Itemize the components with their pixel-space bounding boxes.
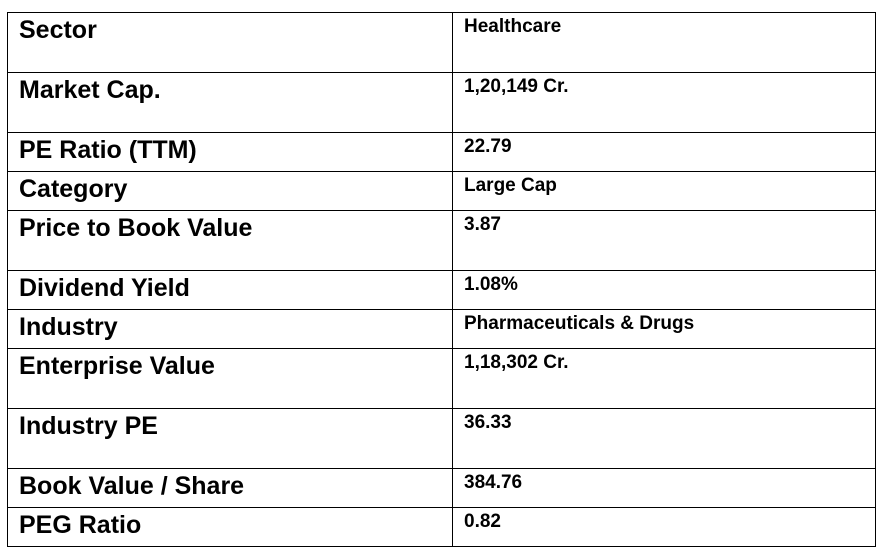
metric-value-price-to-book: 3.87	[452, 210, 876, 271]
metric-value-industry-pe: 36.33	[452, 408, 876, 469]
metric-label-category: Category	[7, 171, 453, 211]
table-row: Dividend Yield 1.08%	[7, 270, 876, 310]
table-row: Industry Pharmaceuticals & Drugs	[7, 309, 876, 349]
metric-value-dividend-yield: 1.08%	[452, 270, 876, 310]
table-row: Enterprise Value 1,18,302 Cr.	[7, 348, 876, 409]
metric-value-market-cap: 1,20,149 Cr.	[452, 72, 876, 133]
table-row: Category Large Cap	[7, 171, 876, 211]
metric-value-sector: Healthcare	[452, 12, 876, 73]
table-row: Industry PE 36.33	[7, 408, 876, 469]
table-row: Price to Book Value 3.87	[7, 210, 876, 271]
metric-label-sector: Sector	[7, 12, 453, 73]
metric-value-enterprise-value: 1,18,302 Cr.	[452, 348, 876, 409]
table-row: PEG Ratio 0.82	[7, 507, 876, 547]
metric-label-market-cap: Market Cap.	[7, 72, 453, 133]
metric-value-book-value-share: 384.76	[452, 468, 876, 508]
table-row: Sector Healthcare	[7, 12, 876, 73]
metric-value-category: Large Cap	[452, 171, 876, 211]
metrics-table: Sector Healthcare Market Cap. 1,20,149 C…	[7, 12, 876, 547]
metric-label-pe-ratio: PE Ratio (TTM)	[7, 132, 453, 172]
metric-label-industry: Industry	[7, 309, 453, 349]
metric-label-industry-pe: Industry PE	[7, 408, 453, 469]
table-row: PE Ratio (TTM) 22.79	[7, 132, 876, 172]
table-row: Market Cap. 1,20,149 Cr.	[7, 72, 876, 133]
metric-value-pe-ratio: 22.79	[452, 132, 876, 172]
metric-value-peg-ratio: 0.82	[452, 507, 876, 547]
metric-label-book-value-share: Book Value / Share	[7, 468, 453, 508]
table-row: Book Value / Share 384.76	[7, 468, 876, 508]
metric-label-enterprise-value: Enterprise Value	[7, 348, 453, 409]
metric-label-peg-ratio: PEG Ratio	[7, 507, 453, 547]
metric-value-industry: Pharmaceuticals & Drugs	[452, 309, 876, 349]
metric-label-price-to-book: Price to Book Value	[7, 210, 453, 271]
metric-label-dividend-yield: Dividend Yield	[7, 270, 453, 310]
